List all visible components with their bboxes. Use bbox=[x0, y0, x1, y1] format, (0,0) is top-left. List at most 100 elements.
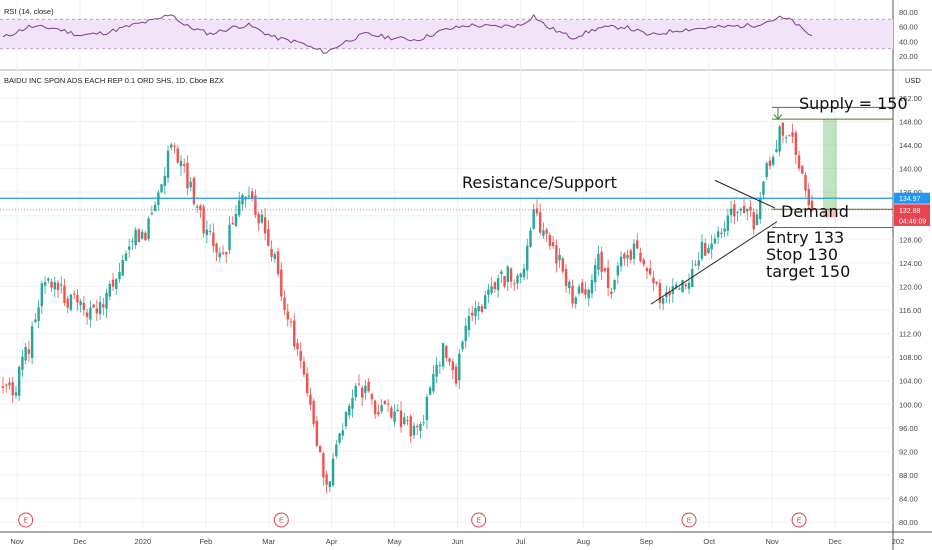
candle-body bbox=[173, 145, 176, 147]
candle-body bbox=[771, 156, 775, 165]
candle-body bbox=[153, 204, 157, 211]
candle-body bbox=[212, 232, 215, 247]
candle-body bbox=[92, 304, 95, 308]
candle-body bbox=[555, 245, 558, 264]
price-tick-label: 148.00 bbox=[899, 117, 922, 126]
candle-body bbox=[202, 206, 205, 234]
candle-body bbox=[166, 150, 170, 179]
candle-body bbox=[228, 224, 231, 251]
time-tick-label: Dec bbox=[828, 537, 842, 546]
candle-body bbox=[302, 361, 306, 375]
price-badge: 134.97 bbox=[894, 192, 930, 204]
candle-body bbox=[529, 230, 532, 247]
price-badge-text: 04:46:09 bbox=[899, 218, 926, 225]
candle-body bbox=[788, 135, 791, 137]
candle-body bbox=[63, 285, 66, 304]
candle-body bbox=[710, 243, 713, 250]
candle-body bbox=[700, 241, 704, 259]
candle-body bbox=[250, 191, 254, 199]
candle-body bbox=[247, 195, 251, 197]
candle-body bbox=[448, 358, 451, 362]
candle-body bbox=[383, 400, 387, 405]
candle-body bbox=[797, 155, 801, 169]
candle-body bbox=[66, 298, 69, 308]
price-tick-label: 88.00 bbox=[899, 471, 918, 480]
candle-body bbox=[370, 393, 374, 400]
candle-body bbox=[215, 243, 218, 253]
candle-body bbox=[613, 279, 616, 290]
candle-body bbox=[678, 288, 681, 290]
candle-body bbox=[69, 294, 73, 310]
candle-body bbox=[354, 385, 357, 397]
price-tick-label: 96.00 bbox=[899, 424, 918, 433]
candle-body bbox=[632, 243, 636, 259]
candle-body bbox=[759, 198, 762, 220]
price-badge-bg bbox=[894, 214, 930, 226]
entry-label: Entry 133 bbox=[766, 228, 844, 247]
candle-body bbox=[807, 189, 810, 206]
stop-zone bbox=[823, 209, 837, 218]
price-axis[interactable]: 80.00 84.00 88.00 92.00 96.00 100.00 104.00 108… bbox=[894, 8, 930, 527]
candle-body bbox=[338, 433, 341, 443]
candle-body bbox=[111, 279, 115, 287]
price-tick-label: 136.00 bbox=[899, 188, 922, 197]
candle-body bbox=[532, 209, 535, 230]
candle-body bbox=[373, 400, 377, 415]
candle-body bbox=[545, 229, 548, 234]
candle-body bbox=[134, 229, 137, 246]
candle-body bbox=[170, 144, 173, 148]
candle-body bbox=[396, 410, 399, 412]
price-tick-label: 104.00 bbox=[899, 377, 922, 386]
candle-body bbox=[351, 397, 354, 409]
candle-body bbox=[661, 298, 665, 304]
price-tick-label: 84.00 bbox=[899, 495, 918, 504]
candle-body bbox=[697, 260, 700, 266]
supply-arrow-head bbox=[773, 114, 783, 120]
candle-body bbox=[425, 396, 429, 421]
candle-body bbox=[762, 181, 765, 195]
candle-body bbox=[53, 282, 56, 290]
candle-body bbox=[574, 297, 577, 304]
candle-body bbox=[597, 253, 600, 270]
candle-body bbox=[477, 306, 480, 312]
candle-body bbox=[85, 312, 89, 317]
candle-body bbox=[176, 148, 179, 163]
candle-body bbox=[280, 269, 283, 297]
candle-body bbox=[386, 403, 390, 405]
price-badge-text: 134.97 bbox=[899, 196, 921, 203]
time-tick-label: Jun bbox=[451, 537, 463, 546]
rsi-band bbox=[0, 19, 893, 49]
candle-body bbox=[645, 268, 649, 272]
price-badge-bg bbox=[894, 204, 930, 216]
rsi-tick-label: 60.00 bbox=[899, 23, 918, 32]
candle-body bbox=[225, 252, 228, 255]
candle-body bbox=[804, 174, 807, 191]
price-tick-label: 100.00 bbox=[899, 400, 922, 409]
time-tick-label: Jul bbox=[516, 537, 526, 546]
candle-body bbox=[496, 278, 500, 291]
candle-body bbox=[241, 194, 244, 205]
candle-body bbox=[260, 214, 264, 223]
candle-body bbox=[707, 248, 710, 254]
candle-body bbox=[37, 307, 40, 322]
candle-body bbox=[581, 282, 584, 293]
candle-body bbox=[535, 208, 539, 214]
candle-body bbox=[11, 382, 14, 396]
candle-body bbox=[89, 307, 92, 320]
time-tick-label: May bbox=[387, 537, 401, 546]
candle-body bbox=[399, 410, 403, 428]
candle-body bbox=[503, 276, 506, 287]
rsi-tick-label: 80.00 bbox=[899, 8, 918, 17]
time-axis[interactable]: Nov Dec 2020 Feb Mar Apr May Jun Jul Aug Sep Oct Nov… bbox=[10, 537, 904, 546]
descending-trendline bbox=[714, 179, 776, 209]
candle-body bbox=[561, 258, 565, 272]
candle-body bbox=[218, 252, 222, 258]
supply-label: Supply = 150 bbox=[799, 94, 908, 113]
candle-body bbox=[704, 243, 707, 256]
candle-body bbox=[454, 366, 458, 384]
candle-body bbox=[102, 304, 105, 308]
candle-body bbox=[652, 277, 655, 284]
candle-body bbox=[367, 381, 370, 392]
candle-body bbox=[43, 282, 47, 286]
